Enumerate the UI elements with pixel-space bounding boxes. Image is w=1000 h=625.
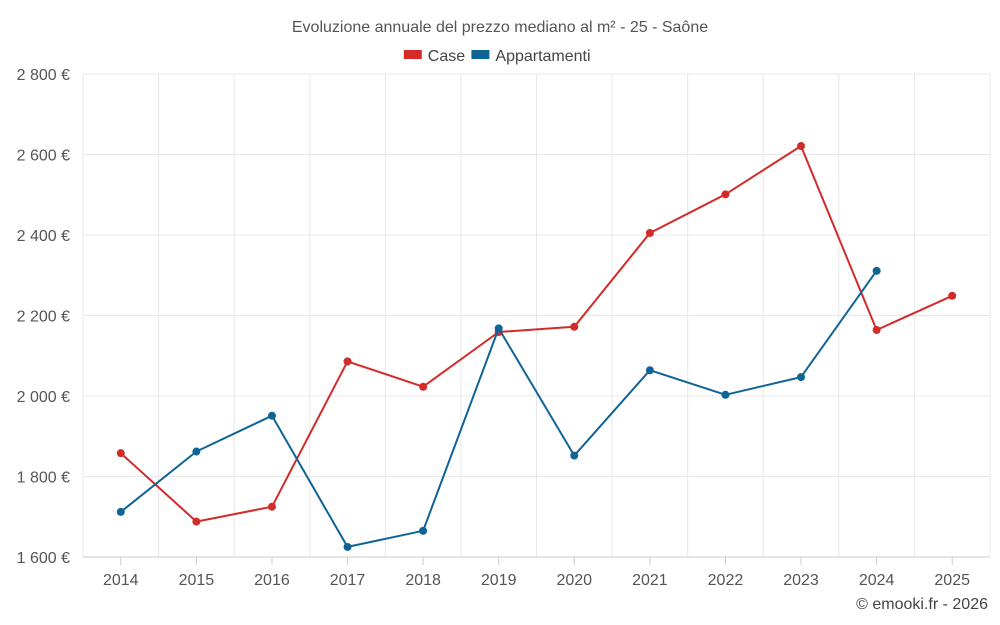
- y-tick-label: 2 200 €: [17, 309, 70, 326]
- point-case: [419, 382, 428, 391]
- x-tick-label: 2020: [556, 572, 592, 589]
- point-appartamenti: [797, 373, 806, 382]
- y-tick-label: 2 400 €: [17, 228, 70, 245]
- x-tick-label: 2019: [481, 572, 517, 589]
- x-tick-label: 2018: [405, 572, 441, 589]
- legend-label-case: Case: [428, 48, 465, 65]
- legend-label-appartamenti: Appartamenti: [495, 48, 590, 65]
- y-tick-label: 1 800 €: [17, 470, 70, 487]
- point-appartamenti: [570, 451, 579, 460]
- x-tick-label: 2022: [708, 572, 744, 589]
- chart-title: Evoluzione annuale del prezzo mediano al…: [292, 19, 708, 36]
- point-appartamenti: [267, 411, 276, 420]
- x-axis: 2014 2015 2016 2017 2018 2019 2020 2021 2022 2023…: [83, 556, 990, 589]
- point-appartamenti: [494, 324, 503, 333]
- point-appartamenti: [721, 390, 730, 399]
- x-tick-label: 2016: [254, 572, 290, 589]
- point-case: [343, 357, 352, 366]
- point-case: [948, 291, 957, 300]
- x-tick-label: 2025: [934, 572, 970, 589]
- legend-swatch-appartamenti: [471, 50, 490, 59]
- point-case: [267, 502, 276, 511]
- y-tick-label: 2 000 €: [17, 389, 70, 406]
- x-tick-label: 2021: [632, 572, 668, 589]
- point-appartamenti: [872, 266, 881, 275]
- point-appartamenti: [645, 366, 654, 375]
- point-case: [872, 325, 881, 334]
- point-case: [645, 228, 654, 237]
- point-appartamenti: [343, 542, 352, 551]
- x-tick-label: 2023: [783, 572, 819, 589]
- y-axis: 1 600 € 1 800 € 2 000 € 2 200 € 2 400 € 2 600…: [17, 67, 70, 567]
- credit-text: © emooki.fr - 2026: [856, 596, 988, 613]
- point-appartamenti: [116, 507, 125, 516]
- series-line-case: [120, 145, 953, 523]
- y-tick-label: 2 800 €: [17, 67, 70, 84]
- gridlines: [82, 73, 991, 557]
- point-case: [192, 517, 201, 526]
- x-tick-label: 2014: [103, 572, 139, 589]
- point-case: [570, 322, 579, 331]
- point-appartamenti: [419, 526, 428, 535]
- point-case: [797, 142, 806, 151]
- y-tick-label: 2 600 €: [17, 148, 70, 165]
- y-tick-label: 1 600 €: [17, 550, 70, 567]
- x-tick-label: 2017: [330, 572, 366, 589]
- legend: Case Appartamenti: [403, 48, 591, 65]
- point-case: [116, 449, 125, 458]
- point-case: [721, 190, 730, 199]
- legend-swatch-case: [403, 50, 422, 59]
- x-tick-label: 2015: [179, 572, 215, 589]
- x-tick-label: 2024: [859, 572, 895, 589]
- point-appartamenti: [192, 447, 201, 456]
- series-group: [116, 142, 957, 551]
